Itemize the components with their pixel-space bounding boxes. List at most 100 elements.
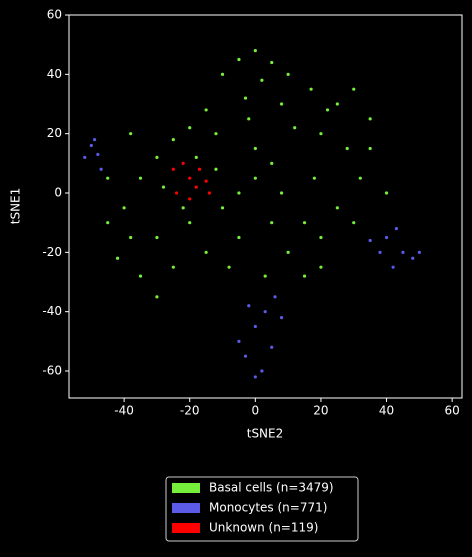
point <box>237 191 241 195</box>
point <box>188 126 192 130</box>
point <box>293 126 297 130</box>
point <box>335 206 339 210</box>
x-tick-label: -40 <box>114 404 134 418</box>
point <box>194 155 198 160</box>
point <box>89 143 93 148</box>
point <box>279 191 284 195</box>
legend-box <box>165 476 359 542</box>
point <box>243 96 248 100</box>
point <box>155 295 159 299</box>
point <box>171 138 175 142</box>
point <box>368 238 372 243</box>
point <box>155 155 159 160</box>
point <box>401 250 405 254</box>
y-tick-label: -40 <box>42 304 62 318</box>
point <box>270 345 274 349</box>
point <box>391 265 395 269</box>
point <box>279 316 284 320</box>
point <box>384 235 389 240</box>
point <box>352 87 356 91</box>
point <box>319 235 323 240</box>
point <box>247 304 251 308</box>
point <box>129 235 133 240</box>
point <box>319 132 323 136</box>
point <box>345 146 349 151</box>
point <box>260 369 264 373</box>
point <box>253 146 257 151</box>
point <box>138 176 143 180</box>
point <box>155 235 159 240</box>
point <box>286 72 290 76</box>
point <box>106 221 110 225</box>
y-tick-label: 0 <box>54 186 62 200</box>
point <box>197 167 202 171</box>
point <box>270 60 274 65</box>
legend-swatch <box>172 503 200 513</box>
plot-frame <box>68 14 463 399</box>
point <box>181 206 185 210</box>
point <box>253 375 257 379</box>
point <box>253 324 257 329</box>
point <box>129 132 133 136</box>
point <box>188 221 192 225</box>
point <box>237 57 241 62</box>
point <box>247 117 251 121</box>
point <box>92 138 97 142</box>
point <box>312 176 316 180</box>
y-tick-label: 60 <box>47 8 62 22</box>
y-tick-label: -20 <box>42 245 62 259</box>
point <box>188 197 192 201</box>
point <box>319 265 323 269</box>
point <box>302 274 307 278</box>
point <box>115 256 120 260</box>
point <box>302 221 307 225</box>
x-tick-label: 20 <box>313 404 328 418</box>
legend-label: Unknown (n=119) <box>209 521 318 535</box>
point <box>260 78 264 82</box>
point <box>204 108 208 112</box>
point <box>263 310 267 314</box>
point <box>214 167 218 171</box>
point <box>309 87 313 91</box>
point <box>417 250 421 254</box>
y-tick-label: -60 <box>42 364 62 378</box>
point <box>227 265 231 269</box>
point <box>214 132 218 136</box>
point <box>220 72 225 76</box>
x-tick-label: 60 <box>445 404 460 418</box>
point <box>96 152 100 157</box>
point <box>237 235 241 240</box>
legend-swatch <box>172 523 200 533</box>
y-tick-label: 20 <box>47 126 62 140</box>
y-tick-label: 40 <box>47 67 62 81</box>
x-tick-label: 0 <box>252 404 260 418</box>
point <box>394 227 398 231</box>
point <box>237 339 241 343</box>
point <box>161 185 166 189</box>
point <box>174 191 179 195</box>
point <box>253 49 257 53</box>
point <box>368 117 372 121</box>
point <box>99 167 103 171</box>
point <box>411 256 415 260</box>
point <box>106 176 110 180</box>
legend-label: Basal cells (n=3479) <box>209 481 334 495</box>
x-axis-label: tSNE2 <box>247 427 284 441</box>
point <box>270 221 274 225</box>
point <box>181 161 185 165</box>
point <box>325 108 330 112</box>
point <box>188 176 192 180</box>
point <box>279 102 284 106</box>
point <box>378 250 382 254</box>
x-tick-label: 40 <box>379 404 394 418</box>
point <box>243 354 248 358</box>
point <box>253 176 257 180</box>
point <box>204 179 208 183</box>
point <box>122 206 126 210</box>
point <box>204 250 208 254</box>
point <box>273 295 277 299</box>
point <box>138 274 143 278</box>
legend-label: Monocytes (n=771) <box>209 501 327 515</box>
